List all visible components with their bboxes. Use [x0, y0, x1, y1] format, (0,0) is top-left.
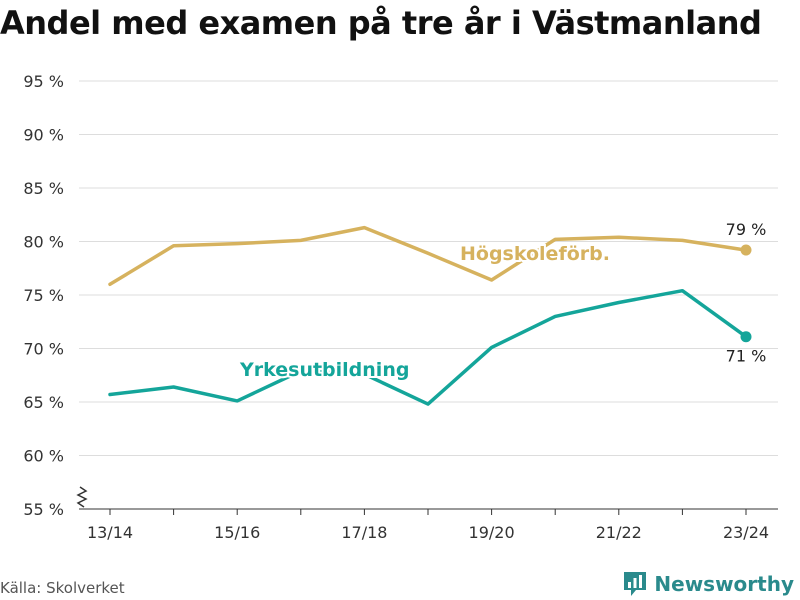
x-tick-label: 17/18 — [341, 523, 387, 542]
y-tick-label: 55 % — [23, 500, 64, 519]
x-tick-label: 23/24 — [723, 523, 769, 542]
end-value-label-hogskole: 79 % — [726, 220, 767, 239]
x-tick-label: 15/16 — [214, 523, 260, 542]
grid-layer — [76, 80, 778, 510]
y-tick-label: 85 % — [23, 179, 64, 198]
y-tick-label: 80 % — [23, 233, 64, 252]
end-point-hogskole — [740, 244, 752, 256]
y-tick-label: 70 % — [23, 340, 64, 359]
brand-name: Newsworthy — [654, 572, 794, 596]
label-layer: Högskoleförb. Yrkesutbildning 79 % 71 % — [237, 220, 767, 383]
series-line-yrkes — [108, 288, 748, 406]
end-point-yrkes — [740, 331, 752, 343]
y-tick-label: 90 % — [23, 126, 64, 145]
y-tick-label: 95 % — [23, 72, 64, 91]
series-layer — [108, 225, 752, 406]
series-line-hogskole — [108, 225, 748, 287]
axis-break-icon — [76, 486, 88, 508]
bar-chart-icon — [624, 572, 647, 596]
end-value-label-yrkes: 71 % — [726, 347, 767, 366]
y-tick-label: 75 % — [23, 286, 64, 305]
x-tick-label: 21/22 — [596, 523, 642, 542]
x-tick-label: 19/20 — [469, 523, 515, 542]
source-note: Källa: Skolverket — [0, 579, 125, 597]
y-tick-label: 60 % — [23, 447, 64, 466]
brand-logo[interactable]: Newsworthy — [622, 570, 794, 598]
x-axis: 13/14 15/16 17/18 19/20 21/22 23/24 — [87, 509, 769, 542]
x-tick-label: 13/14 — [87, 523, 133, 542]
y-axis: 55 % 60 % 65 % 70 % 75 % 80 % 85 % 90 % 95 % — [23, 72, 64, 519]
series-label-yrkes: Yrkesutbildning — [239, 359, 409, 381]
y-tick-label: 65 % — [23, 393, 64, 412]
series-label-hogskole: Högskoleförb. — [460, 243, 610, 265]
chart-title: Andel med examen på tre år i Västmanland — [0, 4, 762, 42]
